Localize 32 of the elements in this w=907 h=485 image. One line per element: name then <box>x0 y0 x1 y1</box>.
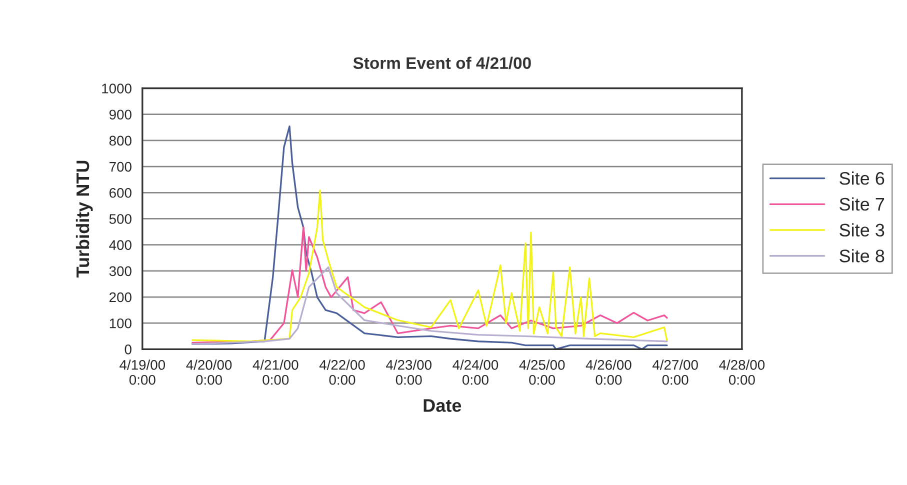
x-tick-label: 4/25/00 0:00 <box>519 360 565 385</box>
line-series <box>192 126 668 350</box>
x-axis-title: Date <box>424 399 462 412</box>
y-tick-label: 300 <box>109 266 132 276</box>
y-tick-label: 100 <box>110 318 132 328</box>
x-tick-label: 4/27/00 0:00 <box>652 360 698 385</box>
y-tick-label: 700 <box>110 162 132 172</box>
x-tick-label: 4/28/00 0:00 <box>719 360 765 385</box>
y-tick-label: 0 <box>124 344 132 354</box>
x-tick-label: 4/26/00 0:00 <box>586 360 632 385</box>
x-tick-label: 4/21/00 0:00 <box>252 360 298 385</box>
legend-label: Site 3 <box>840 223 884 237</box>
x-tick-label: 4/23/00 0:00 <box>386 360 432 385</box>
y-tick-label: 800 <box>109 136 132 146</box>
y-axis-title: Turbidity NTU <box>76 160 93 278</box>
line-series <box>192 226 668 344</box>
x-tick-label: 4/20/00 0:00 <box>186 360 232 385</box>
x-tick-label: 4/19/00 0:00 <box>120 360 166 385</box>
x-tick-label: 4/22/00 0:00 <box>319 360 365 385</box>
line-series <box>192 266 668 345</box>
legend-label: Site 7 <box>840 197 884 211</box>
line-series <box>192 189 668 342</box>
y-tick-label: 600 <box>110 188 132 198</box>
y-tick-label: 1000 <box>102 84 132 94</box>
legend-label: Site 6 <box>840 172 884 185</box>
chart-title: Storm Event of 4/21/00 <box>353 56 531 70</box>
x-tick-label: 4/24/00 0:00 <box>452 360 498 385</box>
y-tick-label: 200 <box>110 292 132 302</box>
y-tick-label: 400 <box>109 240 132 250</box>
y-tick-label: 900 <box>109 110 132 120</box>
y-tick-label: 500 <box>109 214 132 224</box>
legend-label: Site 8 <box>840 249 884 262</box>
